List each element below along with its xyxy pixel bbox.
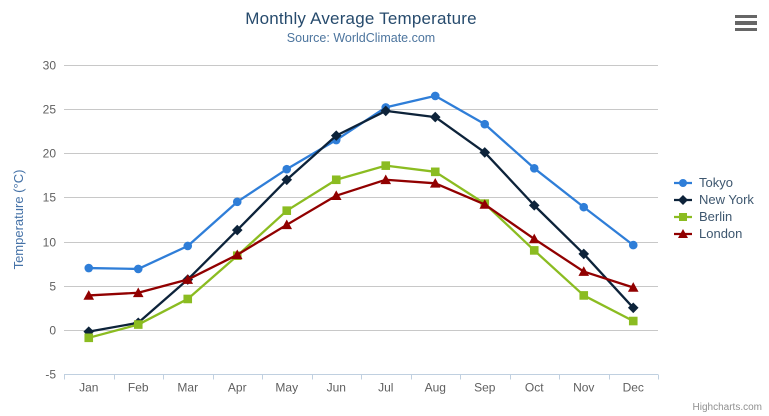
x-axis-tick-label: Oct: [525, 381, 544, 395]
data-point-tokyo-sep[interactable]: [480, 119, 490, 129]
series-line-new-york: [88, 109, 635, 333]
data-point-tokyo-oct[interactable]: [529, 163, 539, 173]
data-point-berlin-feb[interactable]: [133, 320, 143, 329]
series-tokyo[interactable]: [84, 91, 638, 274]
y-axis-tick-label: 10: [43, 236, 57, 250]
legend-item-berlin[interactable]: Berlin: [674, 208, 754, 225]
data-point-london-sep[interactable]: [479, 199, 491, 209]
data-point-tokyo-apr[interactable]: [232, 197, 242, 207]
y-axis-tick-label: 0: [49, 324, 56, 338]
chart-title: Monthly Average Temperature: [245, 9, 477, 28]
y-axis-tick-label: 15: [43, 191, 57, 205]
x-axis-tick-label: Aug: [425, 381, 446, 395]
y-axis-tick-label: 5: [49, 280, 56, 294]
x-axis: Jan Feb Mar Apr May Jun Jul Aug Sep Oct Nov Dec: [64, 374, 659, 395]
hamburger-icon: [735, 21, 757, 25]
data-point-berlin-jul[interactable]: [381, 161, 391, 170]
data-point-new-york-aug[interactable]: [429, 111, 441, 123]
data-point-tokyo-feb[interactable]: [133, 264, 143, 274]
chart-subtitle: Source: WorldClimate.com: [286, 31, 436, 45]
hamburger-icon: [735, 15, 757, 19]
y-axis-tick-label: -5: [45, 368, 56, 382]
data-point-london-apr[interactable]: [231, 249, 243, 260]
y-axis-tick-label: 20: [43, 147, 57, 161]
data-point-new-york-oct[interactable]: [528, 200, 540, 211]
data-point-london-dec[interactable]: [627, 282, 639, 292]
data-point-london-jul[interactable]: [380, 174, 392, 185]
series-new-york[interactable]: [83, 105, 639, 337]
legend-item-london[interactable]: London: [674, 225, 754, 242]
data-point-tokyo-nov[interactable]: [579, 202, 589, 212]
data-point-london-may[interactable]: [281, 219, 293, 230]
data-point-berlin-nov[interactable]: [579, 291, 589, 300]
legend-item-tokyo[interactable]: Tokyo: [674, 174, 754, 191]
x-axis-tick-label: Apr: [228, 381, 247, 395]
series-line-london: [88, 178, 634, 297]
data-point-berlin-mar[interactable]: [183, 294, 193, 304]
data-point-new-york-jul[interactable]: [380, 105, 392, 117]
x-axis-tick-label: Nov: [573, 381, 594, 395]
data-point-london-oct[interactable]: [528, 233, 540, 244]
data-point-london-jan[interactable]: [83, 290, 95, 300]
x-axis-tick-label: Jul: [378, 381, 393, 395]
triangle-legend-marker-icon: [674, 228, 692, 238]
data-point-berlin-jan[interactable]: [84, 333, 94, 343]
x-axis-tick-label: Mar: [177, 381, 198, 395]
data-point-berlin-may[interactable]: [282, 206, 292, 215]
y-axis-title: Temperature (°C): [11, 170, 26, 270]
data-point-london-aug[interactable]: [429, 178, 441, 188]
legend-label: New York: [699, 192, 754, 207]
credits-link[interactable]: Highcharts.com: [692, 402, 762, 413]
legend-label: Berlin: [699, 209, 733, 224]
diamond-legend-marker-icon: [674, 194, 692, 205]
data-point-tokyo-may[interactable]: [282, 164, 292, 174]
data-point-new-york-sep[interactable]: [479, 147, 491, 158]
data-point-tokyo-aug[interactable]: [430, 91, 440, 101]
data-point-new-york-nov[interactable]: [578, 248, 590, 260]
data-point-new-york-jun[interactable]: [330, 130, 342, 141]
x-axis-tick-label: Dec: [623, 381, 644, 395]
data-point-new-york-apr[interactable]: [231, 224, 243, 236]
legend: Tokyo New York Berlin London: [674, 174, 754, 242]
x-axis-tick-label: Feb: [128, 381, 149, 395]
x-axis-tick-label: May: [275, 381, 298, 395]
legend-label: Tokyo: [699, 175, 733, 190]
data-point-tokyo-jan[interactable]: [84, 263, 94, 273]
data-point-berlin-oct[interactable]: [529, 246, 539, 255]
square-legend-marker-icon: [674, 212, 692, 221]
legend-item-new-york[interactable]: New York: [674, 191, 754, 208]
data-point-berlin-dec[interactable]: [628, 316, 638, 326]
data-point-new-york-dec[interactable]: [627, 302, 639, 314]
series-london[interactable]: [83, 174, 639, 300]
data-point-london-mar[interactable]: [182, 274, 194, 284]
data-point-london-feb[interactable]: [132, 287, 144, 298]
y-gridlines: 30 25 20 15 10 5 0 -5: [43, 59, 658, 382]
data-point-berlin-aug[interactable]: [430, 167, 440, 177]
data-point-new-york-may[interactable]: [281, 174, 293, 186]
series-line-berlin: [88, 164, 634, 339]
x-axis-tick-label: Jun: [327, 381, 346, 395]
hamburger-icon: [735, 27, 757, 31]
data-point-london-nov[interactable]: [578, 266, 590, 276]
x-axis-tick-label: Sep: [474, 381, 496, 395]
x-axis-tick-label: Jan: [79, 381, 98, 395]
y-axis-tick-label: 30: [43, 59, 57, 73]
legend-label: London: [699, 226, 743, 241]
y-axis-tick-label: 25: [43, 103, 57, 117]
circle-legend-marker-icon: [674, 178, 692, 187]
data-point-london-jun[interactable]: [330, 190, 342, 200]
data-point-tokyo-dec[interactable]: [628, 240, 638, 250]
data-point-berlin-jun[interactable]: [331, 175, 341, 185]
data-point-tokyo-mar[interactable]: [183, 241, 193, 251]
context-menu-button[interactable]: [733, 13, 759, 33]
